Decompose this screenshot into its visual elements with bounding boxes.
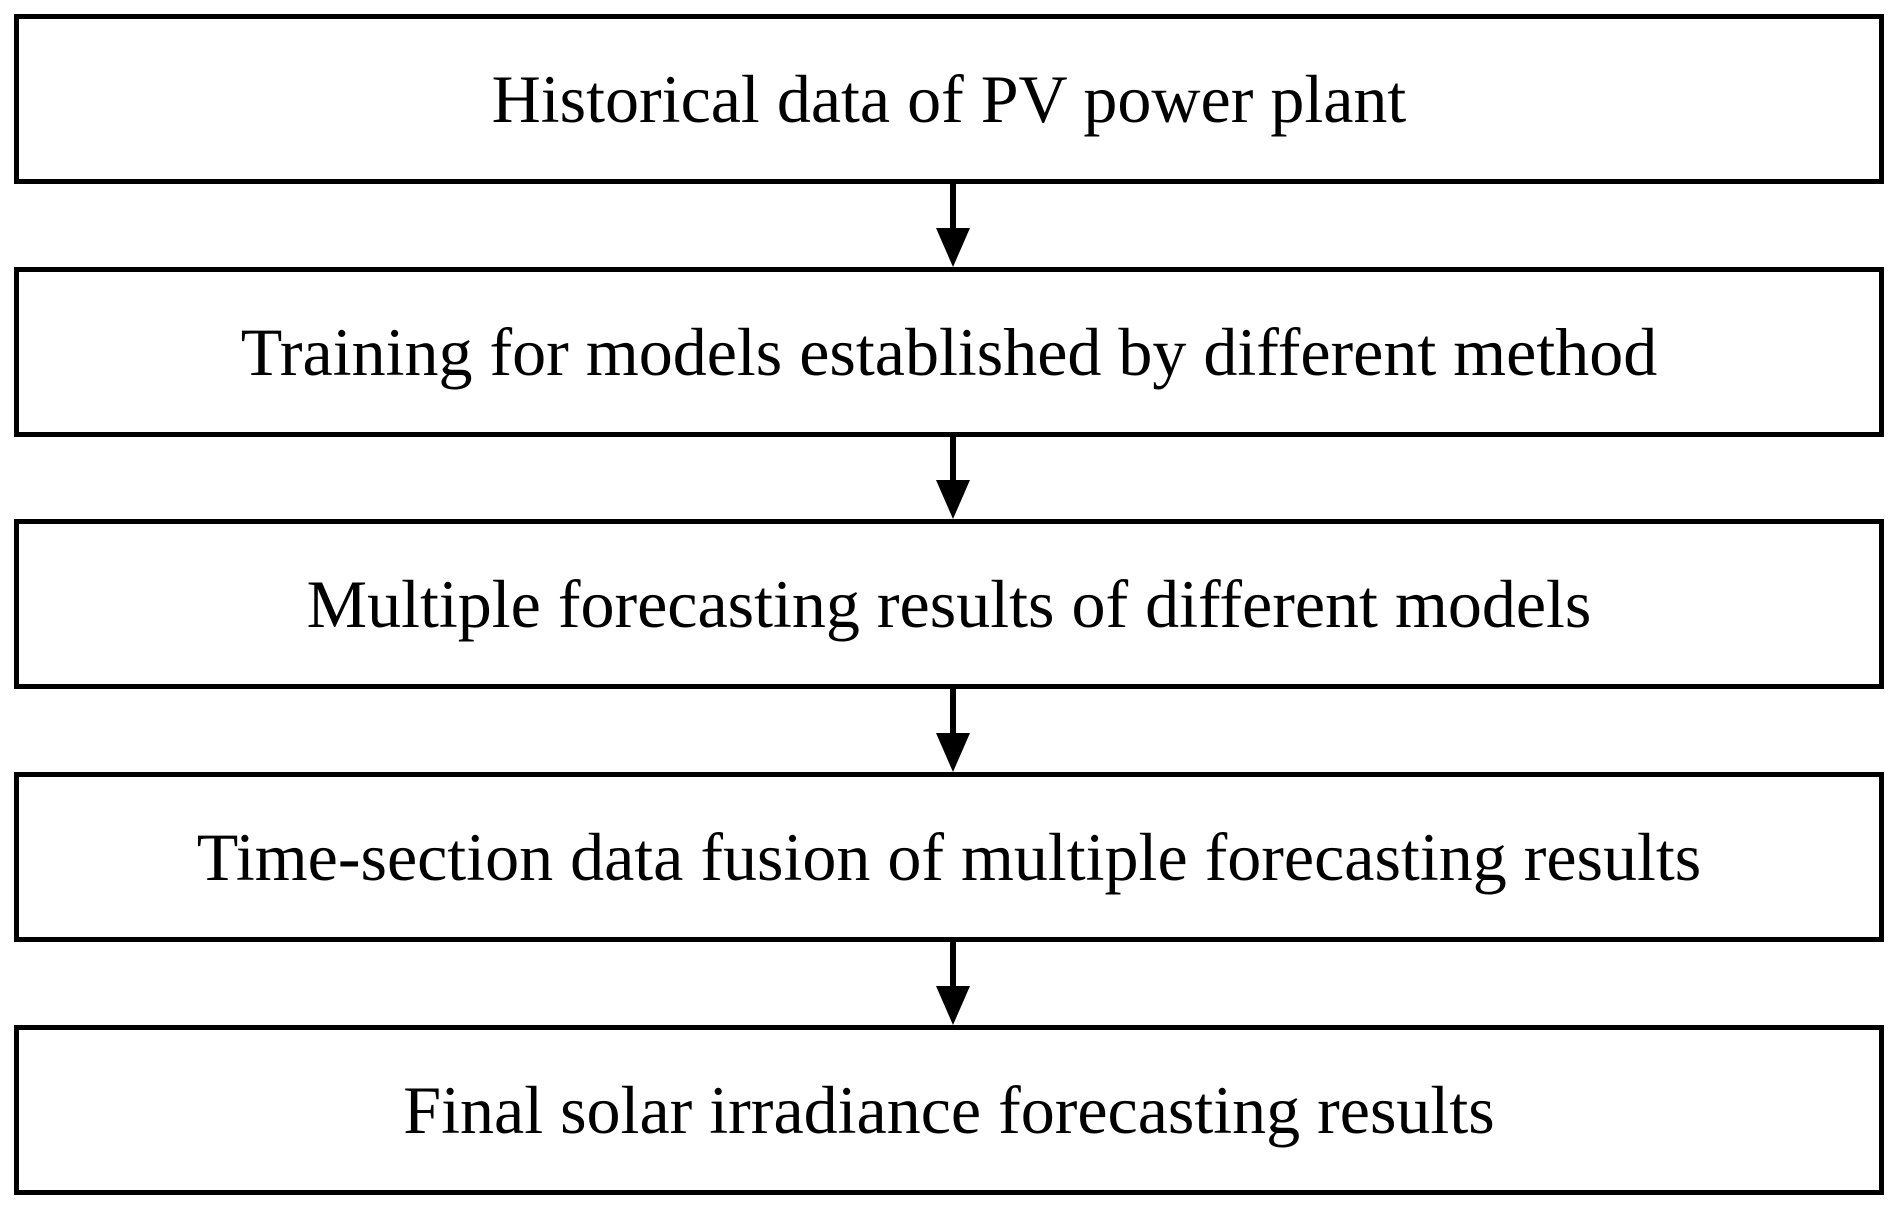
step-label: Final solar irradiance forecasting resul… — [403, 1072, 1495, 1148]
step-label: Multiple forecasting results of differen… — [306, 566, 1592, 642]
step-box-final-results: Final solar irradiance forecasting resul… — [14, 1025, 1884, 1195]
step-box-data-fusion: Time-section data fusion of multiple for… — [14, 772, 1884, 942]
arrow-down-icon — [936, 689, 970, 772]
step-label: Historical data of PV power plant — [491, 61, 1407, 137]
arrow-down-icon — [936, 184, 970, 267]
step-box-historical-data: Historical data of PV power plant — [14, 14, 1884, 184]
arrow-down-icon — [936, 942, 970, 1025]
step-label: Training for models established by diffe… — [240, 314, 1658, 390]
step-label: Time-section data fusion of multiple for… — [196, 819, 1702, 895]
arrow-down-icon — [936, 437, 970, 519]
step-box-multiple-forecasting-results: Multiple forecasting results of differen… — [14, 519, 1884, 689]
step-box-model-training: Training for models established by diffe… — [14, 267, 1884, 437]
